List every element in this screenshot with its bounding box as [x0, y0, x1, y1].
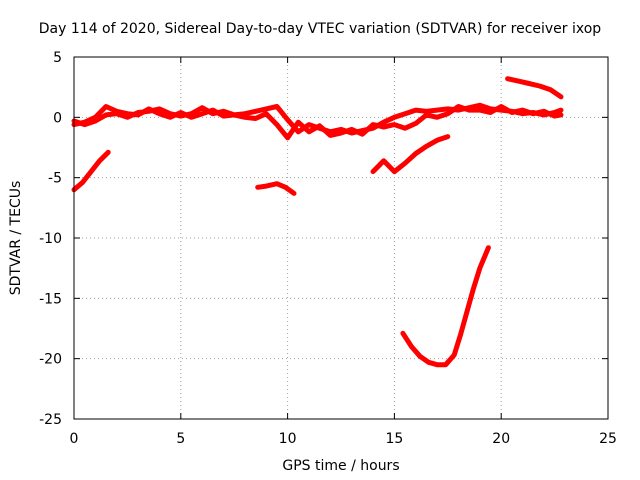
series-track-3 [71, 149, 111, 193]
series-track-6 [400, 245, 491, 368]
series-track-2 [71, 104, 564, 141]
x-tick-label: 15 [385, 431, 403, 447]
x-tick-label: 10 [279, 431, 297, 447]
y-tick-label: -10 [39, 231, 62, 247]
y-tick-label: 0 [53, 110, 62, 126]
tick-layer: 0 5 10 15 20 25 -25 -20 -15 -10 -5 0 5 [39, 50, 617, 447]
x-tick-label: 25 [599, 431, 617, 447]
y-axis-label: SDTVAR / TECUs [8, 181, 24, 296]
x-tick-label: 5 [176, 431, 185, 447]
series-track-5 [370, 134, 451, 175]
y-tick-label: 5 [53, 50, 62, 66]
series-layer [71, 76, 564, 368]
x-axis-label: GPS time / hours [282, 458, 399, 474]
y-tick-label: -25 [39, 412, 62, 428]
y-tick-label: -20 [39, 352, 62, 368]
chart-title: Day 114 of 2020, Sidereal Day-to-day VTE… [39, 21, 602, 37]
series-track-4 [255, 181, 297, 196]
y-tick-label: -15 [39, 291, 62, 307]
x-tick-label: 20 [492, 431, 510, 447]
y-tick-label: -5 [48, 171, 62, 187]
series-track-7 [505, 76, 564, 100]
x-tick-label: 0 [70, 431, 79, 447]
